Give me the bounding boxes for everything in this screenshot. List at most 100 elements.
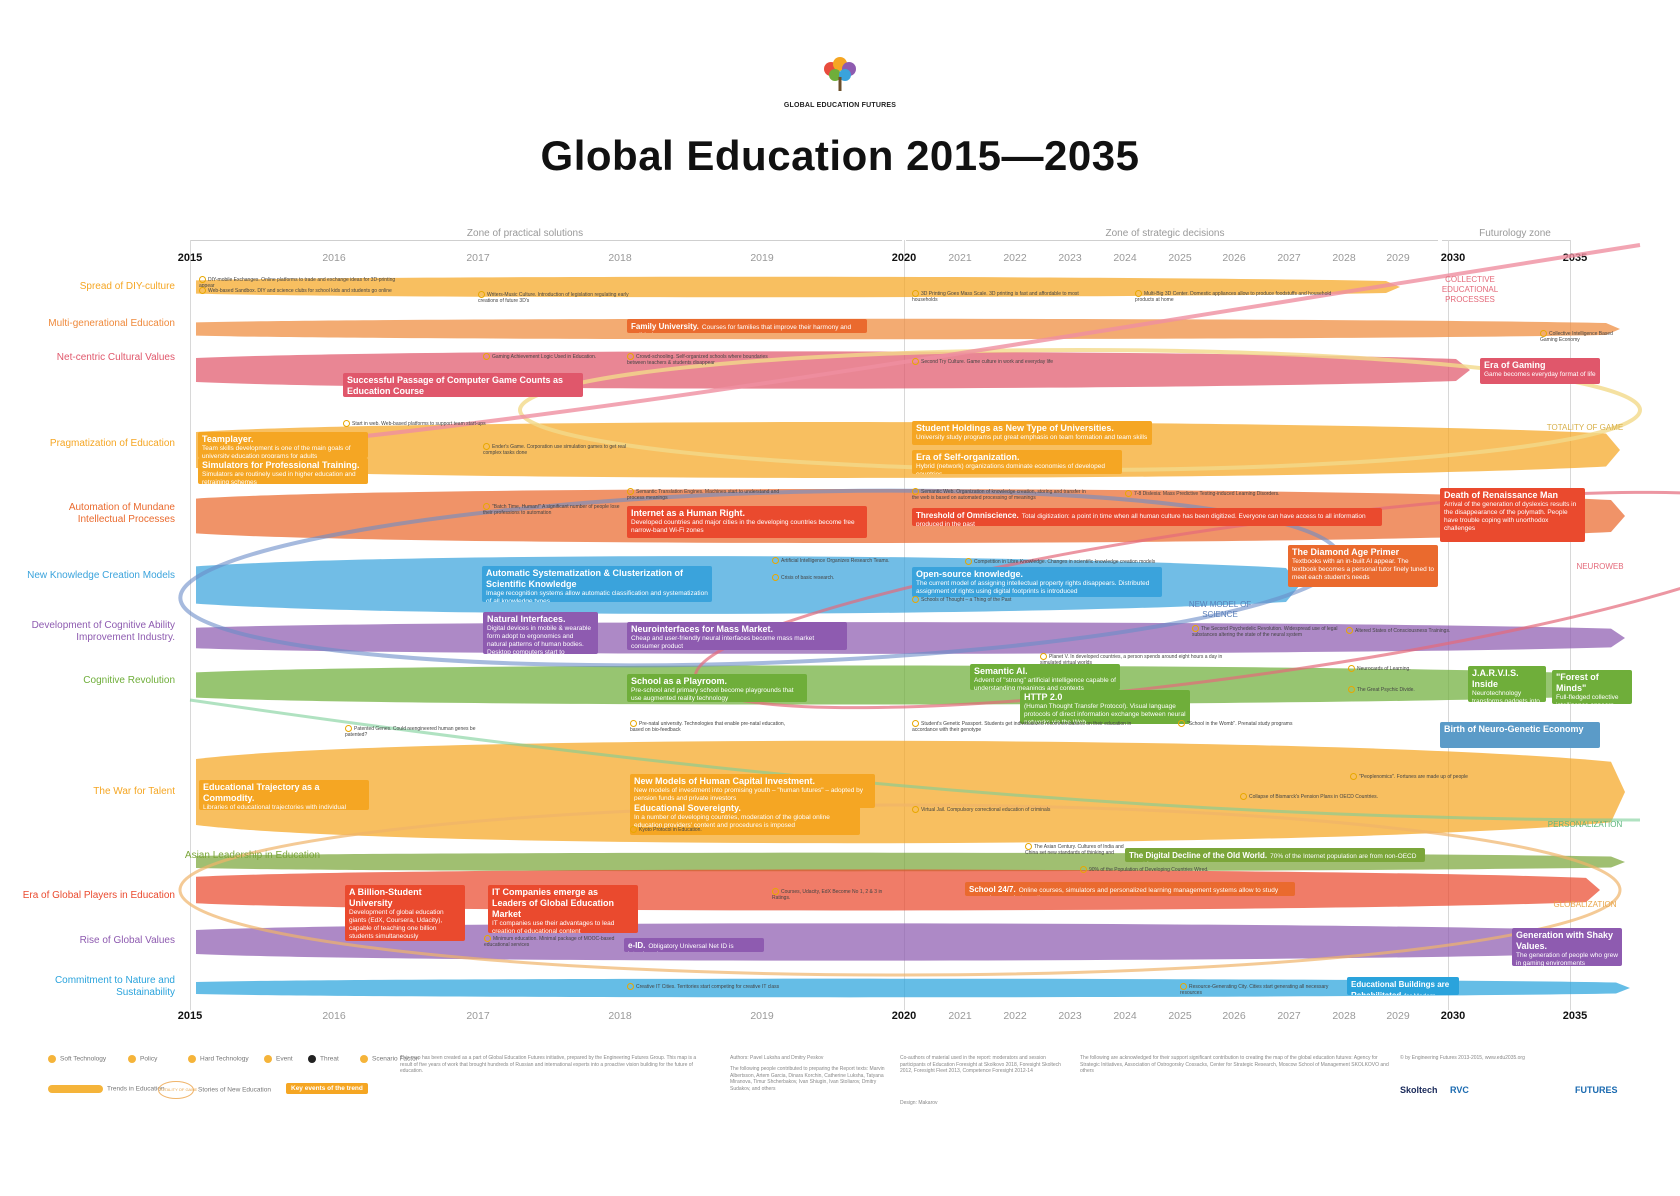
zone-line-practical — [190, 240, 902, 241]
year-label-top: 2027 — [1277, 252, 1301, 264]
key-event-title: Teamplayer. — [202, 434, 254, 444]
legend-stories: TOTALITY OF GAMEStories of New Education — [158, 1081, 271, 1099]
event-note-text: Courses, Udacity, EdX Become No 1, 2 & 3… — [772, 888, 883, 902]
event-dot-icon — [483, 443, 490, 450]
event-note-text: Ender's Game. Corporation use simulation… — [483, 443, 627, 457]
row-label: New Knowledge Creation Models — [27, 570, 175, 581]
year-label-bottom: 2019 — [750, 1010, 774, 1022]
key-event-text: The generation of people who grew in gam… — [1516, 952, 1618, 966]
event-note-text: Kyoto Protocol in Education. — [639, 826, 702, 833]
key-event-title: Threshold of Omniscience. — [916, 511, 1019, 520]
key-event-title: Open-source knowledge. — [916, 569, 1024, 579]
key-event-card: Era of Gaming Game becomes everyday forma… — [1480, 358, 1600, 384]
event-dot-icon — [1240, 793, 1247, 800]
scenario-factor-icon — [360, 1055, 368, 1063]
key-event-title: Generation with Shaky Values. — [1516, 930, 1614, 951]
year-label-bottom: 2029 — [1386, 1010, 1410, 1022]
year-label-bottom: 2022 — [1003, 1010, 1027, 1022]
event-note-text: Altered States of Consciousness Training… — [1355, 627, 1451, 634]
story-ellipse-new-model-of-science — [178, 488, 1342, 668]
event-note: Artificial Intelligence Organizes Resear… — [772, 557, 902, 564]
zone-label-practical: Zone of practical solutions — [466, 228, 584, 239]
zone-line-strategic — [906, 240, 1438, 241]
event-dot-icon — [627, 353, 634, 360]
key-event-title: A Billion-Student University — [349, 887, 422, 908]
event-dot-icon — [343, 420, 350, 427]
year-label-top: 2023 — [1058, 252, 1082, 264]
story-curve-personalization — [189, 698, 1641, 822]
key-event-text: Game becomes everyday format of life — [1484, 371, 1596, 378]
year-label-bottom: 2024 — [1113, 1010, 1137, 1022]
key-event-text: Developed countries and major cities in … — [631, 519, 855, 534]
event-note: Start in web. Web-based platforms to sup… — [343, 420, 503, 427]
key-event-title: Student Holdings as New Type of Universi… — [916, 423, 1114, 433]
key-event-card: Semantic AI. Advent of "strong" artificia… — [970, 664, 1120, 690]
event-note-text: Crisis of basic research. — [781, 574, 835, 581]
story-label-neuroweb: NEUROWEB — [1576, 562, 1624, 571]
footer-acknowledgements: The following are acknowledged for their… — [1080, 1055, 1389, 1074]
trend-band — [196, 318, 1620, 340]
story-label-new-model-of-science: NEW MODEL OF SCIENCE — [1188, 600, 1252, 619]
event-note-text: Gaming Achievement Logic Used in Educati… — [492, 353, 597, 360]
key-event-text: Development of global education giants (… — [349, 909, 444, 940]
year-label-top: 2025 — [1168, 252, 1192, 264]
event-note: Planet V. In developed countries, a pers… — [1040, 653, 1240, 667]
event-note: The Asian Century. Cultures of India and… — [1025, 843, 1125, 857]
legend-trends: Trends in Education — [48, 1085, 165, 1093]
soft-technology-icon — [48, 1055, 56, 1063]
key-event-text: Obligatory Universal Net ID is introduce… — [628, 943, 734, 952]
event-note: Crowd-schooling. Self-organized schools … — [627, 353, 777, 367]
row-label: Cognitive Revolution — [83, 675, 175, 686]
event-note-text: Collapse of Bismarck's Pension Plans in … — [1249, 793, 1379, 800]
row-label: Development of Cognitive Ability Improve… — [31, 620, 175, 643]
row-label: Spread of DIY-culture — [79, 281, 175, 292]
event-note: Collective Intelligence Based Gaming Eco… — [1540, 330, 1630, 344]
key-event-card: HTTP 2.0 (Human Thought Transfer Protocol… — [1020, 690, 1190, 724]
trend-band — [196, 740, 1625, 844]
event-dot-icon — [199, 276, 206, 283]
tree-logo-icon — [824, 57, 856, 91]
key-event-card: Teamplayer. Team skills development is on… — [198, 432, 368, 458]
event-note-text: "Batch Time, Human!" A significant numbe… — [483, 503, 620, 517]
row-label: Pragmatization of Education — [49, 438, 175, 449]
year-label-bottom: 2020 — [891, 1010, 917, 1022]
event-note: Courses, Udacity, EdX Become No 1, 2 & 3… — [772, 888, 902, 902]
event-note: Creative IT Cities. Territories start co… — [627, 983, 787, 990]
event-note: Second Try Culture. Game culture in work… — [912, 358, 1082, 365]
event-dot-icon — [483, 503, 490, 510]
story-label-personalization: PERSONALIZATION — [1547, 820, 1623, 829]
threat-icon — [308, 1055, 316, 1063]
event-note: Crisis of basic research. — [772, 574, 902, 581]
event-note: Student's Genetic Passport. Students get… — [912, 720, 1142, 734]
event-dot-icon — [912, 358, 919, 365]
key-event-card: Death of Renaissance Man Arrival of the g… — [1440, 488, 1585, 542]
partner-futures: FUTURES — [1575, 1085, 1618, 1095]
key-event-card: "Forest of Minds" Full-fledged collective… — [1552, 670, 1632, 704]
event-dot-icon — [345, 725, 352, 732]
zone-line-futurology — [1442, 240, 1570, 241]
event-note-text: Second Try Culture. Game culture in work… — [921, 358, 1054, 365]
event-note: Pre-natal university. Technologies that … — [630, 720, 790, 734]
key-event-title: "Forest of Minds" — [1556, 672, 1599, 693]
key-event-text: University study programs put great emph… — [916, 434, 1148, 441]
year-label-bottom: 2016 — [322, 1010, 346, 1022]
year-label-top: 2020 — [891, 252, 917, 264]
event-dot-icon — [1178, 720, 1185, 727]
event-note: Web-based Sandbox. DIY and science clubs… — [199, 287, 399, 294]
gridline-2020 — [904, 240, 905, 1010]
event-dot-icon — [772, 888, 779, 895]
event-note: Virtual Jail. Compulsory correctional ed… — [912, 806, 1142, 813]
event-note: Ender's Game. Corporation use simulation… — [483, 443, 633, 457]
event-dot-icon — [627, 983, 634, 990]
event-note-text: Creative IT Cities. Territories start co… — [636, 983, 780, 990]
event-dot-icon — [772, 574, 779, 581]
key-event-title: New Models of Human Capital Investment. — [634, 776, 816, 786]
key-event-card: Educational Trajectory as a Commodity. Li… — [199, 780, 369, 810]
key-event-text: Libraries of educational trajectories wi… — [203, 804, 347, 810]
key-event-card: Educational Buildings are Rehabilitatedf… — [1347, 977, 1459, 995]
key-event-title: The Digital Decline of the Old World. — [1129, 851, 1268, 860]
event-dot-icon — [1348, 686, 1355, 693]
event-note: "Peoplenomics". Fortunes are made up of … — [1350, 773, 1550, 780]
key-event-card: e-ID.Obligatory Universal Net ID is intr… — [624, 938, 764, 952]
event-dot-icon — [483, 353, 490, 360]
